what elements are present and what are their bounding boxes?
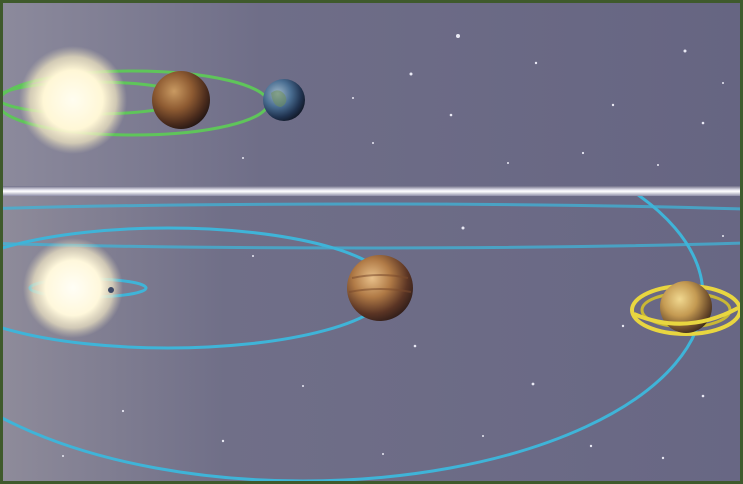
inner-solar-system-scene xyxy=(3,3,740,186)
space-background xyxy=(3,196,740,481)
inner-solar-system-panel xyxy=(3,3,740,186)
sun-icon xyxy=(19,46,127,154)
inner-planet-dot-icon xyxy=(108,287,114,293)
venus-icon xyxy=(152,71,210,129)
sun-icon xyxy=(23,238,123,338)
outer-solar-system-panel xyxy=(3,196,740,481)
outer-solar-system-scene xyxy=(3,196,740,481)
panel-divider xyxy=(3,186,740,196)
